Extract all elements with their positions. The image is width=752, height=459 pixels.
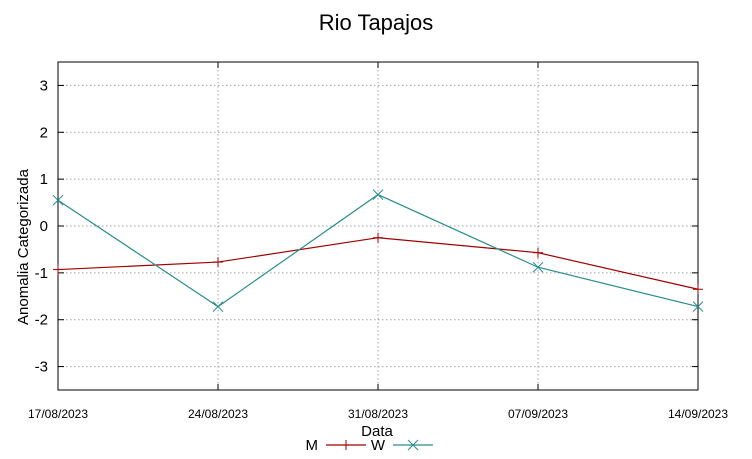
x-tick-label: 07/09/2023 [508,407,568,421]
series-lines [52,189,704,312]
y-axis-ticks: 3 2 1 0 -1 -2 -3 [35,77,698,376]
y-axis-label: Anomalia Categorizada [15,168,32,325]
x-axis-ticks: 17/08/2023 24/08/2023 31/08/2023 07/09/2023… [28,62,728,421]
data-point-marker [373,232,383,243]
chart-title: Rio Tapajos [319,10,434,35]
data-point-marker [52,194,64,206]
x-tick-label: 17/08/2023 [28,407,88,421]
plot-area-border [57,61,699,391]
y-tick-label: 2 [40,124,48,141]
data-point-marker [341,440,351,450]
data-point-marker [692,301,704,312]
x-axis-label: Data [361,423,393,440]
data-point-marker [213,257,223,268]
data-point-marker [532,261,544,273]
y-tick-label: 0 [40,218,48,235]
data-point-marker [53,264,63,275]
data-point-marker [533,247,543,258]
legend-label-m: M [306,437,319,454]
data-point-marker [372,189,384,200]
data-point-marker [693,284,703,295]
x-tick-label: 24/08/2023 [188,407,248,421]
data-point-marker [212,301,224,312]
x-tick-label: 31/08/2023 [348,407,408,421]
y-tick-label: 1 [40,171,48,188]
y-tick-label: 3 [40,77,48,94]
y-tick-label: -1 [35,265,48,282]
y-tick-label: -2 [35,312,48,329]
legend-label-w: W [371,437,386,454]
data-point-marker [407,439,419,451]
x-tick-label: 14/09/2023 [668,407,728,421]
grid-lines [58,62,698,390]
y-tick-label: -3 [35,359,48,376]
